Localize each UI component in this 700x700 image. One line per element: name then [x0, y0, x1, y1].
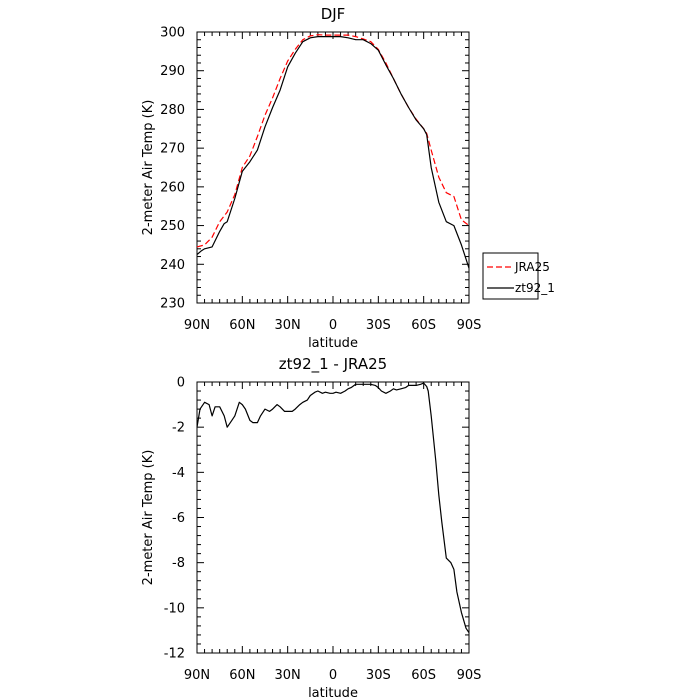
bottom-panel-difference: 90N 60N 30N 0 30S 60S 90S -12 -10 -8 -6 -4 -2 0 zt92_1…	[141, 355, 481, 700]
legend: JRA25 zt92_1	[482, 252, 555, 300]
chart-title: DJF	[321, 5, 346, 23]
x-axis-label: latitude	[308, 336, 358, 351]
x-tick-label: 60S	[411, 318, 436, 333]
legend-box	[482, 252, 539, 300]
top-panel-djf: 90N 60N 30N 0 30S 60S 90S 230 240 250 260 270 280 290…	[141, 5, 481, 351]
x-tick-label: 60S	[411, 668, 436, 683]
x-tick-label: 90N	[184, 318, 210, 333]
y-tick-label: -8	[172, 556, 185, 571]
y-tick-label: 280	[160, 103, 185, 118]
y-tick-label: -6	[172, 511, 185, 526]
y-tick-label: 270	[160, 142, 185, 157]
x-tick-label: 0	[329, 318, 337, 333]
x-tick-label: 0	[329, 668, 337, 683]
x-tick-label: 30S	[366, 668, 391, 683]
y-tick-label: 290	[160, 64, 185, 79]
y-tick-label: 0	[177, 376, 185, 391]
series-line-difference	[196, 382, 470, 634]
plot-frame	[196, 31, 470, 304]
chart-title: zt92_1 - JRA25	[279, 355, 387, 374]
y-axis-label: 2-meter Air Temp (K)	[141, 100, 156, 236]
x-axis-label: latitude	[308, 686, 358, 700]
y-tick-label: -4	[172, 466, 185, 481]
series-line-zt92_1	[196, 35, 470, 269]
y-tick-label: 230	[160, 297, 185, 312]
x-tick-label: 30N	[275, 318, 301, 333]
x-tick-label: 60N	[229, 668, 255, 683]
legend-label: JRA25	[514, 260, 550, 274]
y-tick-label: 240	[160, 258, 185, 273]
x-tick-label: 90S	[457, 668, 482, 683]
y-tick-label: -10	[164, 601, 185, 616]
y-tick-label: -2	[172, 421, 185, 436]
x-tick-label: 30S	[366, 318, 391, 333]
x-tick-label: 60N	[229, 318, 255, 333]
y-tick-label: 300	[160, 26, 185, 41]
y-axis-label: 2-meter Air Temp (K)	[141, 450, 156, 586]
y-tick-label: -12	[164, 647, 185, 662]
x-tick-label: 90N	[184, 668, 210, 683]
legend-label: zt92_1	[515, 281, 555, 295]
plot-frame	[196, 381, 470, 654]
x-tick-label: 30N	[275, 668, 301, 683]
y-tick-label: 250	[160, 219, 185, 234]
x-tick-label: 90S	[457, 318, 482, 333]
series-line-JRA25	[196, 34, 470, 248]
y-tick-label: 260	[160, 180, 185, 195]
